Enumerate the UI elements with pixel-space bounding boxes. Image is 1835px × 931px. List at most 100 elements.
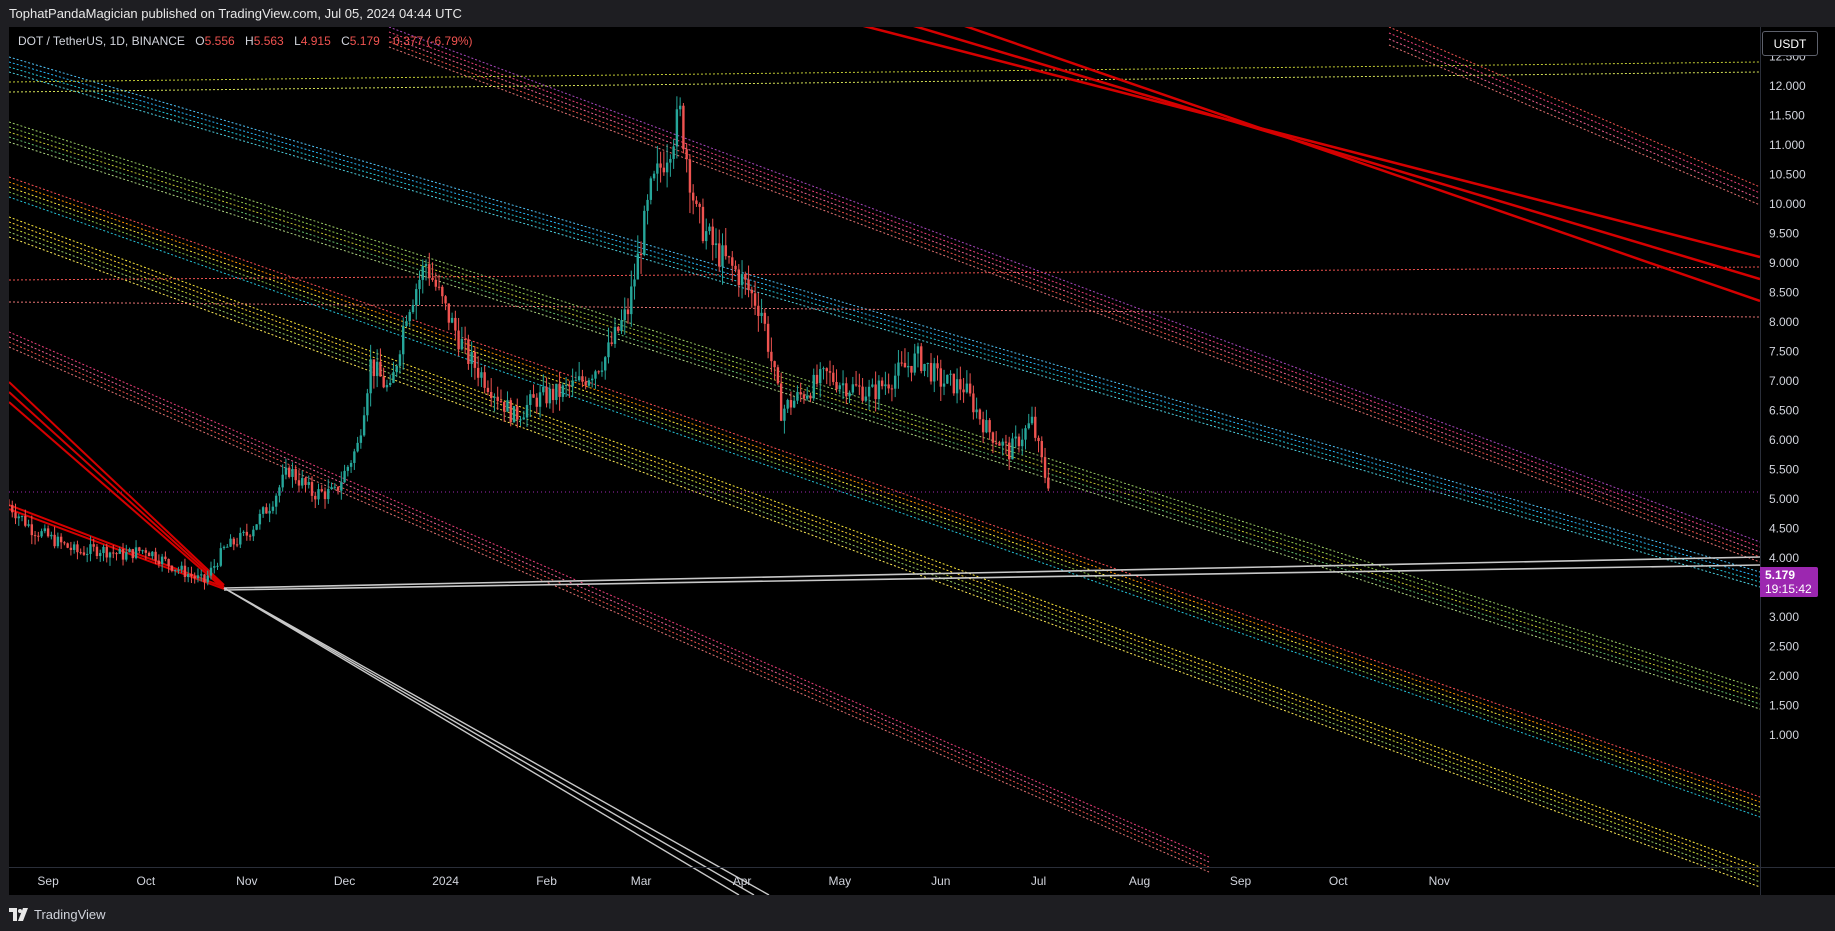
fib-channel-line bbox=[1388, 32, 1760, 194]
candle-body bbox=[248, 535, 252, 537]
candle-body bbox=[53, 534, 56, 547]
candle-body bbox=[529, 394, 532, 405]
candle-body bbox=[669, 158, 672, 163]
candle-body bbox=[685, 149, 688, 160]
candle-body bbox=[874, 384, 877, 400]
candle-body bbox=[988, 420, 991, 433]
candle-body bbox=[678, 105, 682, 110]
candle-body bbox=[871, 384, 874, 387]
price-chart[interactable]: Sep Oct Nov Dec 2024 Feb Mar Apr May Jun Jul Aug Sep… bbox=[9, 27, 1760, 895]
candle-body bbox=[37, 535, 40, 537]
fib-channel-line bbox=[9, 126, 1760, 695]
time-tick-label: Oct bbox=[137, 874, 156, 888]
candle-body bbox=[594, 371, 597, 379]
candle-body bbox=[701, 206, 705, 242]
fib-channel-line bbox=[9, 71, 1760, 588]
white-trendline bbox=[223, 587, 740, 895]
price-axis[interactable]: 12.50012.00011.50011.00010.50010.0009.50… bbox=[1760, 27, 1835, 895]
candle-body bbox=[1017, 436, 1021, 447]
currency-button[interactable]: USDT bbox=[1762, 31, 1818, 56]
candle-body bbox=[346, 466, 350, 471]
candle-body bbox=[568, 384, 571, 387]
price-tick-label: 3.000 bbox=[1769, 610, 1799, 624]
candle-body bbox=[532, 394, 535, 398]
candle-body bbox=[946, 374, 949, 384]
candle-body bbox=[506, 400, 509, 412]
candle-body bbox=[714, 243, 718, 246]
candle-body bbox=[763, 312, 767, 324]
price-tick-label: 9.500 bbox=[1769, 227, 1799, 241]
horizontal-trendline bbox=[9, 61, 1760, 83]
candle-body bbox=[382, 376, 385, 388]
chart-pane[interactable]: Sep Oct Nov Dec 2024 Feb Mar Apr May Jun Jul Aug Sep… bbox=[9, 27, 1760, 895]
candle-body bbox=[822, 368, 825, 370]
candle-body bbox=[737, 269, 740, 286]
candle-body bbox=[783, 408, 786, 421]
candle-body bbox=[141, 550, 144, 552]
candle-body bbox=[962, 389, 965, 393]
candle-body bbox=[294, 468, 297, 481]
candle-body bbox=[408, 312, 411, 322]
candle-body bbox=[770, 351, 773, 362]
horizontal-trendline bbox=[9, 71, 1760, 93]
red-trendline bbox=[913, 27, 1760, 281]
candle-body bbox=[317, 489, 320, 500]
candle-body bbox=[845, 383, 848, 397]
candle-body bbox=[923, 363, 926, 372]
time-tick-label: Mar bbox=[631, 874, 652, 888]
candle-body bbox=[913, 353, 916, 373]
candle-body bbox=[372, 359, 376, 377]
price-tick-label: 7.500 bbox=[1769, 345, 1799, 359]
price-tick-label: 4.000 bbox=[1769, 551, 1799, 565]
candle-body bbox=[415, 289, 418, 306]
candle-body bbox=[1034, 416, 1037, 438]
candle-body bbox=[14, 512, 17, 519]
candle-body bbox=[27, 524, 30, 526]
candle-body bbox=[424, 264, 428, 266]
candle-body bbox=[503, 401, 506, 412]
candle-body bbox=[281, 474, 284, 488]
candle-body bbox=[610, 342, 613, 344]
price-tick-label: 10.500 bbox=[1769, 168, 1806, 182]
candle-body bbox=[965, 383, 969, 393]
symbol-info[interactable]: DOT / TetherUS, 1D, BINANCE bbox=[18, 34, 185, 48]
price-tick-label: 8.500 bbox=[1769, 286, 1799, 300]
candle-body bbox=[721, 245, 724, 267]
fib-channel-line bbox=[388, 46, 1760, 563]
candle-body bbox=[942, 383, 946, 387]
candle-body bbox=[239, 532, 242, 545]
price-tick-label: 5.500 bbox=[1769, 463, 1799, 477]
candle-body bbox=[884, 384, 887, 387]
candle-body bbox=[369, 359, 372, 394]
candle-body bbox=[1008, 442, 1011, 460]
price-tick-label: 5.000 bbox=[1769, 492, 1799, 506]
candle-body bbox=[85, 553, 89, 555]
candle-body bbox=[473, 352, 477, 368]
candle-body bbox=[584, 381, 587, 386]
candle-body bbox=[66, 543, 69, 548]
candle-body bbox=[597, 371, 600, 373]
time-tick-label: Oct bbox=[1329, 874, 1348, 888]
close-label: C bbox=[341, 34, 350, 48]
candle-body bbox=[779, 383, 783, 421]
candle-body bbox=[933, 363, 936, 382]
candle-body bbox=[216, 565, 219, 567]
candle-body bbox=[545, 386, 548, 404]
candle-body bbox=[9, 504, 11, 506]
candle-body bbox=[30, 524, 34, 536]
candle-body bbox=[63, 542, 66, 544]
publish-info: TophatPandaMagician published on Trading… bbox=[9, 6, 462, 21]
fib-channel-line bbox=[9, 136, 1760, 705]
candle-body bbox=[887, 384, 890, 389]
candle-body bbox=[522, 417, 525, 420]
candle-body bbox=[463, 338, 467, 340]
time-tick-label: Feb bbox=[536, 874, 557, 888]
candle-body bbox=[812, 374, 815, 399]
candle-body bbox=[708, 226, 711, 232]
fib-channel-line bbox=[9, 181, 1760, 803]
candle-body bbox=[600, 370, 604, 372]
fib-channel-line bbox=[9, 131, 1760, 700]
candle-body bbox=[972, 393, 975, 413]
candle-body bbox=[177, 569, 180, 571]
candle-body bbox=[659, 163, 662, 168]
